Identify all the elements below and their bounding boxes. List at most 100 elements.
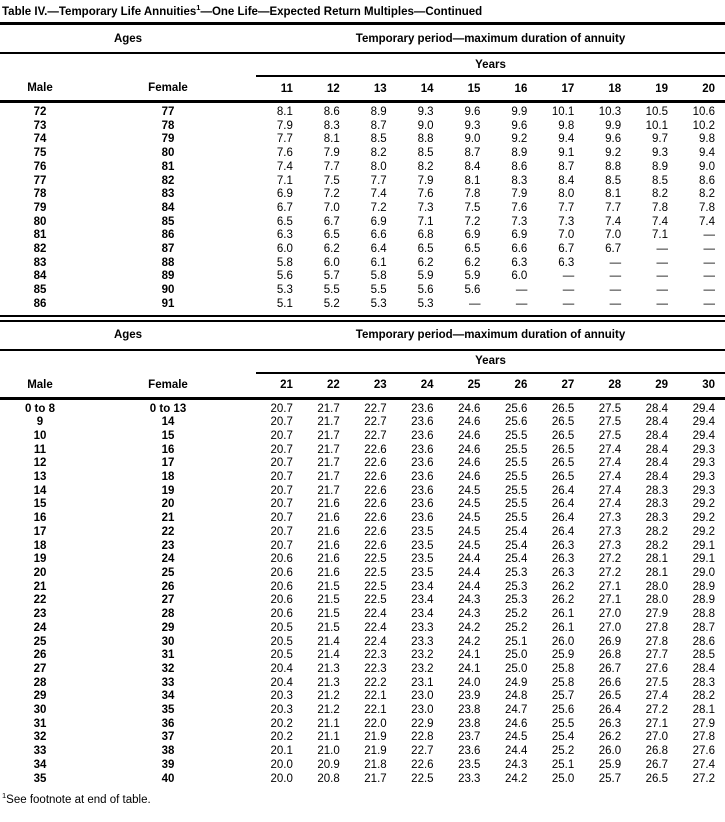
multiple-value-cell: 7.2 <box>323 188 340 201</box>
table-row: 15 20 20.7 21.6 22.6 23.6 24.5 25.5 26.4 27.4 28.3… <box>0 498 725 512</box>
multiple-value-cell: 24.3 <box>504 758 528 771</box>
multiple-value-cell: 8.4 <box>464 160 481 173</box>
male-age-cell: 31 <box>33 717 47 730</box>
female-age-cell: 15 <box>161 429 175 442</box>
multiple-value-cell: 7.2 <box>370 201 387 214</box>
multiple-value-cell: 23.6 <box>411 484 434 497</box>
female-age-cell: 85 <box>161 215 175 228</box>
multiple-value-cell: 7.0 <box>605 229 622 242</box>
multiple-value-cell: 21.2 <box>317 690 340 703</box>
multiple-value-cell: — <box>703 284 716 297</box>
multiple-value-cell: 8.5 <box>370 133 387 146</box>
multiple-value-cell: 25.4 <box>504 553 528 566</box>
table-row: 31 36 20.2 21.1 22.0 22.9 23.8 24.6 25.5 26.3 27.1… <box>0 718 725 732</box>
year-column-header: 25 <box>443 372 491 400</box>
multiple-value-cell: 23.0 <box>411 690 434 703</box>
table-row: 34 39 20.0 20.9 21.8 22.6 23.5 24.3 25.1 25.9 26.7… <box>0 759 725 773</box>
multiple-value-cell: 20.7 <box>270 457 293 470</box>
male-age-cell: 85 <box>33 284 47 297</box>
multiple-value-cell: 26.3 <box>551 553 575 566</box>
multiple-value-cell: 20.7 <box>270 429 293 442</box>
multiple-value-cell: 21.1 <box>317 731 340 744</box>
male-column-header: Male <box>0 76 80 103</box>
multiple-value-cell: 24.5 <box>458 512 481 525</box>
multiple-value-cell: 8.9 <box>511 147 528 160</box>
multiple-value-cell: 7.0 <box>558 229 575 242</box>
multiple-value-cell: 25.5 <box>504 457 528 470</box>
multiple-value-cell: 9.2 <box>605 147 622 160</box>
year-column-header: 17 <box>537 76 585 103</box>
multiple-value-cell: 7.5 <box>323 174 340 187</box>
multiple-value-cell: 29.2 <box>692 512 715 525</box>
year-column-header: 20 <box>678 76 725 103</box>
multiple-value-cell: 26.1 <box>551 608 575 621</box>
multiple-value-cell: 24.6 <box>458 429 481 442</box>
multiple-value-cell: 7.4 <box>276 160 293 173</box>
multiple-value-cell: 20.7 <box>270 443 293 456</box>
multiple-value-cell: 26.4 <box>551 512 575 525</box>
multiple-value-cell: 6.2 <box>417 256 434 269</box>
female-age-cell: 17 <box>161 457 175 470</box>
multiple-value-cell: 29.0 <box>692 566 715 579</box>
multiple-value-cell: 27.3 <box>598 525 622 538</box>
female-column-header: Female <box>80 76 256 103</box>
multiple-value-cell: 24.6 <box>458 457 481 470</box>
multiple-value-cell: 8.8 <box>605 160 622 173</box>
multiple-value-cell: — <box>562 297 575 310</box>
year-column-header: 13 <box>349 76 397 103</box>
table-footnote: 1See footnote at end of table. <box>0 789 725 812</box>
table-row: 83 88 5.8 6.0 6.1 6.2 6.2 6.3 6.3 — — — <box>0 257 725 271</box>
multiple-value-cell: 29.4 <box>692 429 715 442</box>
female-age-cell: 22 <box>161 525 175 538</box>
male-age-cell: 0 to 8 <box>24 402 56 415</box>
multiple-value-cell: 26.1 <box>551 621 575 634</box>
female-age-cell: 79 <box>161 133 175 146</box>
multiple-value-cell: 9.4 <box>699 147 715 160</box>
multiple-value-cell: 21.6 <box>317 512 340 525</box>
multiple-value-cell: 20.2 <box>270 717 293 730</box>
multiple-value-cell: 6.3 <box>276 229 293 242</box>
multiple-value-cell: 26.2 <box>598 731 622 744</box>
female-age-cell: 37 <box>161 731 175 744</box>
multiple-value-cell: 24.6 <box>458 443 481 456</box>
multiple-value-cell: 24.4 <box>458 553 481 566</box>
multiple-value-cell: 23.2 <box>411 649 434 662</box>
multiple-value-cell: 6.0 <box>323 256 340 269</box>
male-age-cell: 10 <box>33 429 47 442</box>
multiple-value-cell: 23.6 <box>411 416 434 429</box>
multiple-value-cell: — <box>562 284 575 297</box>
female-age-cell: 24 <box>161 553 175 566</box>
multiple-value-cell: 24.2 <box>458 621 481 634</box>
multiple-value-cell: 8.6 <box>511 160 528 173</box>
multiple-value-cell: 25.6 <box>551 704 575 717</box>
multiple-value-cell: 23.5 <box>411 566 434 579</box>
multiple-value-cell: 25.5 <box>504 512 528 525</box>
multiple-value-cell: 21.5 <box>317 580 340 593</box>
table-row: 75 80 7.6 7.9 8.2 8.5 8.7 8.9 9.1 9.2 9.3 9.4 <box>0 147 725 161</box>
female-age-cell: 26 <box>161 580 175 593</box>
multiple-value-cell: 7.3 <box>511 215 528 228</box>
female-age-cell: 91 <box>161 297 175 310</box>
multiple-value-cell: 21.4 <box>317 635 340 648</box>
multiple-value-cell: 28.4 <box>645 402 669 415</box>
multiple-value-cell: 21.1 <box>317 717 340 730</box>
year-column-header: 12 <box>302 76 350 103</box>
multiple-value-cell: 9.9 <box>605 119 622 132</box>
multiple-value-cell: — <box>609 270 622 283</box>
multiple-value-cell: 28.6 <box>692 635 715 648</box>
table-row: 76 81 7.4 7.7 8.0 8.2 8.4 8.6 8.7 8.8 8.9 9.0 <box>0 161 725 175</box>
multiple-value-cell: 9.8 <box>699 133 715 146</box>
multiple-value-cell: 20.7 <box>270 539 293 552</box>
multiple-value-cell: 21.8 <box>364 758 387 771</box>
multiple-value-cell: 24.5 <box>458 539 481 552</box>
male-age-cell: 30 <box>33 704 47 717</box>
multiple-value-cell: 24.2 <box>504 772 528 785</box>
male-age-cell: 76 <box>33 160 47 173</box>
table-row: 18 23 20.7 21.6 22.6 23.5 24.5 25.4 26.3 27.3 28.2… <box>0 540 725 554</box>
multiple-value-cell: 21.9 <box>364 745 387 758</box>
male-age-cell: 29 <box>33 690 47 703</box>
male-column-header: Male <box>0 372 80 400</box>
multiple-value-cell: 28.4 <box>692 662 715 675</box>
multiple-value-cell: 6.0 <box>511 270 528 283</box>
multiple-value-cell: 21.3 <box>317 676 340 689</box>
